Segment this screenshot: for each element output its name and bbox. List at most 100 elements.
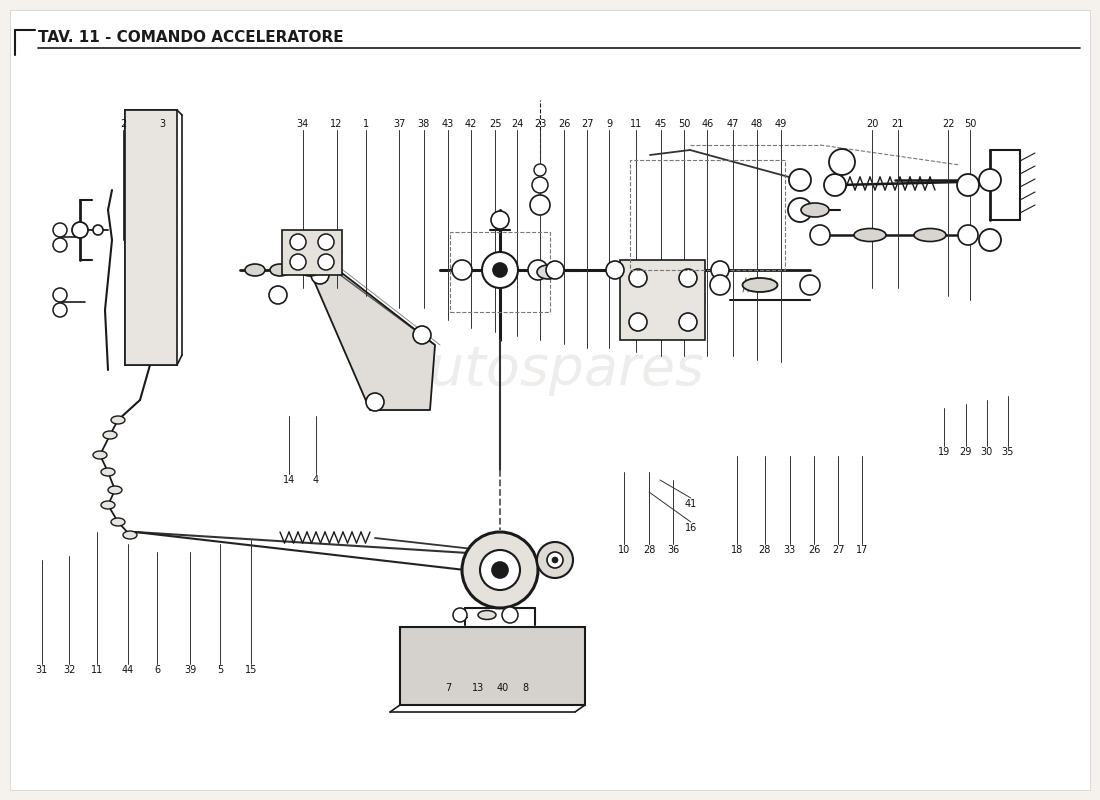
- Circle shape: [534, 164, 546, 176]
- Ellipse shape: [111, 416, 125, 424]
- Text: 5: 5: [217, 666, 223, 675]
- Circle shape: [53, 303, 67, 317]
- Text: 39: 39: [184, 666, 197, 675]
- Circle shape: [979, 169, 1001, 191]
- Text: 11: 11: [90, 666, 103, 675]
- Circle shape: [491, 211, 509, 229]
- Circle shape: [482, 252, 518, 288]
- Text: 13: 13: [472, 683, 485, 693]
- Circle shape: [679, 269, 697, 287]
- Text: 17: 17: [856, 546, 869, 555]
- Text: 27: 27: [832, 546, 845, 555]
- Text: 9: 9: [606, 119, 613, 129]
- Circle shape: [530, 195, 550, 215]
- Text: 20: 20: [866, 119, 879, 129]
- Text: 10: 10: [617, 546, 630, 555]
- Ellipse shape: [270, 264, 290, 276]
- Circle shape: [412, 326, 431, 344]
- Circle shape: [800, 275, 820, 295]
- Ellipse shape: [537, 265, 559, 279]
- Text: 45: 45: [654, 119, 668, 129]
- Circle shape: [528, 260, 548, 280]
- Circle shape: [629, 313, 647, 331]
- Circle shape: [829, 149, 855, 175]
- Text: 41: 41: [684, 499, 697, 509]
- Text: 8: 8: [522, 683, 529, 693]
- Ellipse shape: [300, 264, 320, 276]
- Circle shape: [711, 261, 729, 279]
- Text: 12: 12: [330, 119, 343, 129]
- Text: 33: 33: [783, 546, 796, 555]
- Text: 23: 23: [534, 119, 547, 129]
- Circle shape: [318, 254, 334, 270]
- Ellipse shape: [94, 451, 107, 459]
- Text: 48: 48: [750, 119, 763, 129]
- Circle shape: [453, 608, 468, 622]
- Circle shape: [462, 532, 538, 608]
- Circle shape: [290, 254, 306, 270]
- Text: 38: 38: [417, 119, 430, 129]
- Polygon shape: [305, 260, 434, 410]
- Text: 26: 26: [558, 119, 571, 129]
- Circle shape: [552, 557, 558, 563]
- Ellipse shape: [101, 468, 116, 476]
- Circle shape: [72, 222, 88, 238]
- Text: 14: 14: [283, 475, 296, 485]
- Ellipse shape: [914, 229, 946, 242]
- Circle shape: [53, 223, 67, 237]
- Text: 11: 11: [629, 119, 642, 129]
- Circle shape: [537, 542, 573, 578]
- Text: 15: 15: [244, 666, 257, 675]
- Text: 29: 29: [959, 447, 972, 457]
- Text: 28: 28: [642, 546, 656, 555]
- Ellipse shape: [478, 610, 496, 619]
- Circle shape: [452, 260, 472, 280]
- Circle shape: [53, 288, 67, 302]
- Text: 2: 2: [120, 119, 127, 129]
- Text: 26: 26: [807, 546, 821, 555]
- Circle shape: [710, 275, 730, 295]
- Text: 47: 47: [726, 119, 739, 129]
- Circle shape: [788, 198, 812, 222]
- Ellipse shape: [801, 203, 829, 217]
- Bar: [125, 110, 177, 365]
- Circle shape: [629, 269, 647, 287]
- Text: 43: 43: [441, 119, 454, 129]
- Text: 50: 50: [678, 119, 691, 129]
- Bar: [282, 230, 342, 275]
- Text: 25: 25: [488, 119, 502, 129]
- Circle shape: [824, 174, 846, 196]
- Text: 44: 44: [121, 666, 134, 675]
- Text: 19: 19: [937, 447, 950, 457]
- Text: 18: 18: [730, 546, 744, 555]
- Text: 46: 46: [701, 119, 714, 129]
- Bar: [620, 260, 705, 340]
- Ellipse shape: [123, 531, 138, 539]
- Circle shape: [318, 234, 334, 250]
- Circle shape: [979, 229, 1001, 251]
- Circle shape: [53, 238, 67, 252]
- Text: 28: 28: [758, 546, 771, 555]
- Text: 22: 22: [942, 119, 955, 129]
- Text: 40: 40: [496, 683, 509, 693]
- Circle shape: [366, 393, 384, 411]
- Circle shape: [958, 225, 978, 245]
- Circle shape: [290, 234, 306, 250]
- Circle shape: [810, 225, 830, 245]
- Ellipse shape: [103, 431, 117, 439]
- Text: 31: 31: [35, 666, 48, 675]
- Ellipse shape: [108, 486, 122, 494]
- Circle shape: [606, 261, 624, 279]
- Text: 21: 21: [891, 119, 904, 129]
- Circle shape: [94, 225, 103, 235]
- Text: 37: 37: [393, 119, 406, 129]
- Bar: [450, 232, 550, 312]
- Text: 42: 42: [464, 119, 477, 129]
- Bar: [630, 160, 785, 270]
- Text: 27: 27: [581, 119, 594, 129]
- Circle shape: [679, 313, 697, 331]
- Text: 34: 34: [296, 119, 309, 129]
- Text: 24: 24: [510, 119, 524, 129]
- Text: 49: 49: [774, 119, 788, 129]
- Text: 3: 3: [160, 119, 166, 129]
